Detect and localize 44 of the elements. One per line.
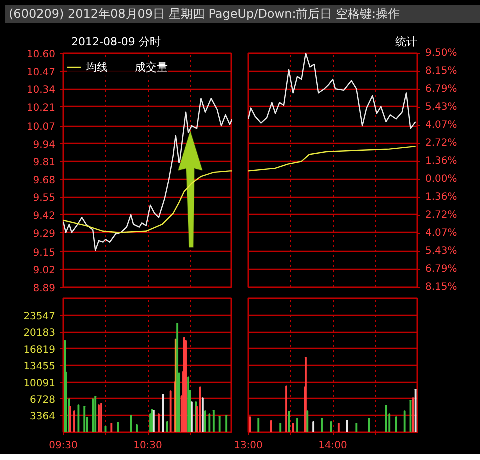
text: 5.43% [426,102,458,113]
y-tick-label: 9.81 [33,158,56,169]
text: 6.79% [426,84,458,95]
y-tick-label: 10.07 [26,122,56,134]
x-tick-label: 10:30 [134,440,162,452]
chart-subtitle: 2012-08-09 分时 [72,36,161,48]
text: 4.07% [426,228,458,239]
text: 2.72% [426,138,458,149]
y-tick-label: 13455 [24,362,56,373]
text: 2.72% [426,210,458,222]
y-tick-label: 10091 [24,378,56,390]
y-tick-label: 9.42 [33,210,56,222]
y-tick-label: 10.21 [26,102,56,114]
text: 1.36% [426,192,458,203]
text: 4.07% [426,120,458,131]
y-tick-label: 20183 [24,328,56,339]
y-tick-label: 9.94 [33,140,56,151]
text: 9.50% [426,48,458,59]
text: 0.00% [426,174,458,185]
text: 成交量 [135,60,168,74]
y-tick-label: 10.34 [26,85,56,96]
x-tick-label: 09:30 [49,440,78,452]
y-tick-label: 9.15 [33,248,56,259]
y-tick-label: 23547 [24,311,56,322]
y-tick-label: 9.29 [33,228,56,240]
y-tick-label: 9.55 [33,193,56,204]
text: 8.15% [426,282,458,293]
y-tick-label: 3364 [30,412,56,423]
text: 1.36% [426,156,458,167]
y-tick-label: 9.02 [33,266,56,277]
text: 6.79% [426,264,458,275]
y-tick-label: 6728 [30,395,56,406]
y-tick-label: 16819 [24,344,56,356]
text: 5.43% [426,246,458,257]
y-tick-label: 9.68 [33,175,56,186]
y-tick-label: 10.47 [26,67,56,78]
text: 8.15% [426,66,458,77]
text: 统计 [396,36,418,48]
y-tick-label: 8.89 [33,284,56,294]
x-tick-label: 13:00 [234,440,263,452]
x-tick-label: 14:00 [318,440,348,452]
chart-title: (600209) 2012年08月09日 星期四 PageUp/Down:前后日 空格键:操作 [9,6,400,23]
legend-label: 均线 [86,60,108,74]
y-tick-label: 10.60 [26,50,56,60]
